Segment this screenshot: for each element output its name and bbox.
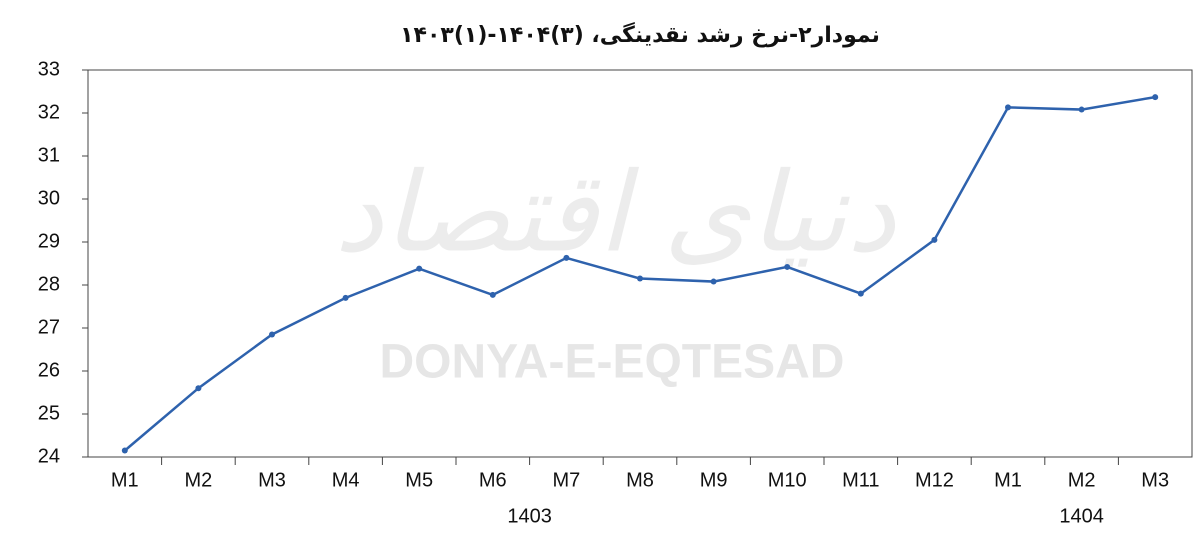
chart-title: نمودار۲-نرخ رشد نقدینگی، (۳)۱۴۰۴-(۱)۱۴۰۳ [400, 21, 880, 48]
x-tick-label: M1 [994, 469, 1022, 491]
point [416, 265, 423, 272]
y-tick-label: 27 [38, 316, 60, 338]
x-tick-label: M7 [553, 469, 581, 491]
y-tick-label: 26 [38, 359, 60, 381]
point [857, 290, 864, 297]
x-tick-label: M8 [626, 469, 654, 491]
point [563, 254, 570, 261]
y-tick-label: 32 [38, 101, 60, 123]
watermark-logo: دنیای اقتصاد [334, 148, 897, 276]
plot-frame [87, 69, 1193, 458]
y-tick-label: 30 [38, 187, 60, 209]
x-group-label: 1404 [1059, 505, 1104, 527]
x-tick-label: M11 [842, 469, 879, 491]
y-tick-label: 25 [38, 402, 60, 424]
point [489, 291, 496, 298]
point [269, 331, 275, 338]
point [121, 447, 128, 454]
x-tick-label: M3 [258, 469, 286, 491]
watermark: DONYA-E-EQTESAD [380, 336, 845, 389]
x-tick-label: M3 [1141, 469, 1169, 491]
x-tick-label: M5 [405, 469, 433, 491]
x-tick-label: M10 [768, 469, 807, 491]
x-group-label: 1403 [507, 505, 552, 527]
x-tick-label: M6 [479, 469, 507, 491]
y-tick-label: 24 [38, 445, 60, 467]
point [1152, 94, 1159, 101]
point [931, 236, 938, 243]
point [342, 294, 349, 301]
point [1078, 106, 1085, 113]
y-tick-label: 31 [38, 144, 60, 166]
point [195, 385, 202, 392]
x-tick-label: M2 [185, 469, 213, 491]
x-tick-label: M12 [915, 469, 954, 491]
x-tick-label: M2 [1068, 469, 1096, 491]
y-tick-label: 28 [38, 273, 60, 295]
x-tick-label: M9 [700, 469, 728, 491]
x-tick-label: M4 [332, 469, 360, 491]
x-tick-label: M1 [111, 469, 139, 491]
point [784, 263, 791, 270]
y-tick-label: 33 [38, 58, 60, 80]
point [710, 278, 717, 285]
point [1005, 104, 1011, 111]
y-tick-label: 29 [38, 230, 60, 252]
point [637, 275, 643, 282]
